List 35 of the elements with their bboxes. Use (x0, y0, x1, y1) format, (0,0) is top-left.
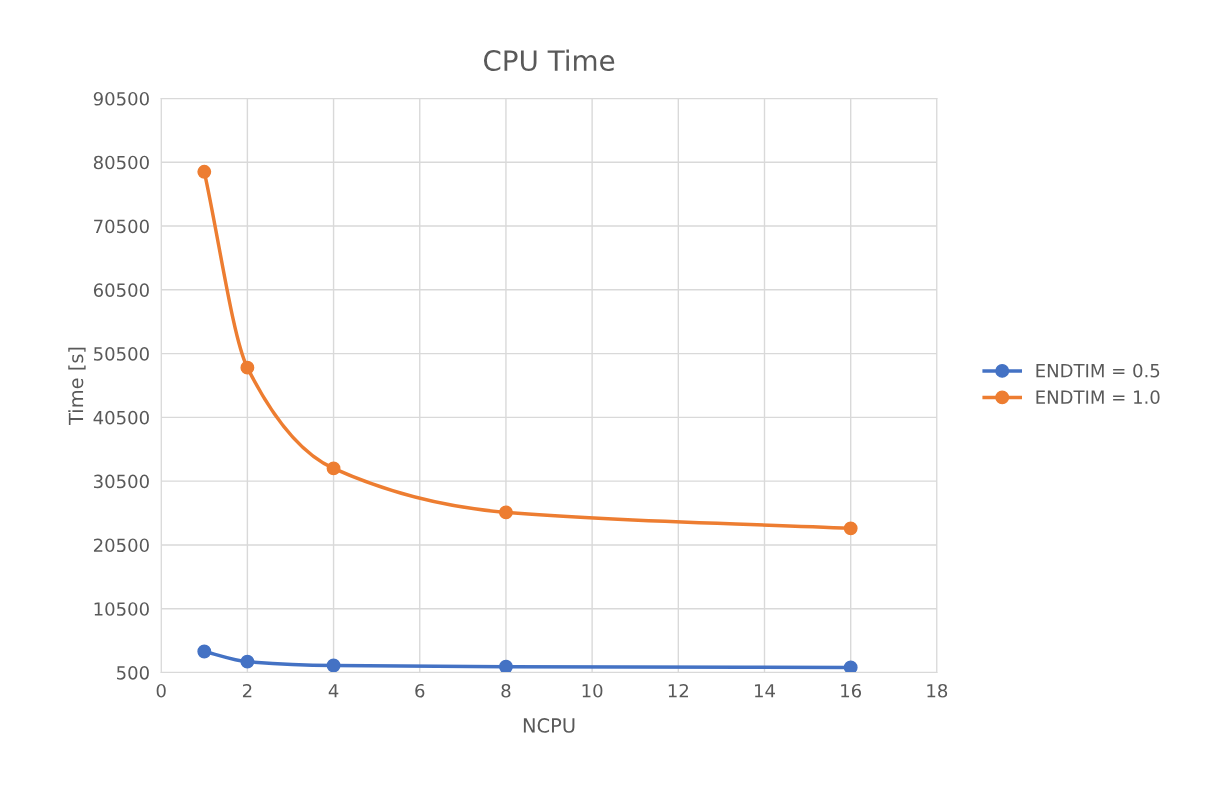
y-tick-label: 20500 (93, 538, 149, 553)
y-tick-label: 40500 (93, 410, 149, 425)
x-tick-label: 16 (841, 683, 862, 698)
point (843, 521, 858, 536)
point (326, 461, 341, 476)
point (498, 659, 513, 673)
x-tick-label: 14 (755, 684, 775, 698)
x-tick-label: 12 (668, 683, 688, 698)
y-tick-label: 50500 (94, 347, 149, 361)
y-tick-label: 10500 (94, 602, 149, 616)
y-tick-label: 60500 (93, 283, 149, 297)
y-tick-label: 30500 (94, 474, 149, 489)
x-tick-label: 10 (582, 683, 603, 698)
point (843, 660, 858, 673)
point (240, 654, 255, 669)
point (197, 164, 212, 179)
point (326, 658, 341, 673)
point (240, 360, 255, 375)
chart-title: CPU Time (483, 49, 615, 72)
legend-label: ENDTIM = 0.5 (1036, 363, 1160, 378)
x-tick-label: 18 (927, 683, 948, 698)
x-tick-label: 2 (242, 683, 252, 698)
x-tick-label: 6 (415, 683, 425, 698)
point (197, 644, 212, 659)
x-tick-label: 4 (328, 684, 339, 698)
y-tick-label: 500 (117, 665, 149, 680)
point (498, 505, 513, 520)
x-axis-title: NCPU (523, 718, 575, 733)
y-axis-title: Time [s] (68, 347, 86, 426)
x-tick-label: 0 (156, 683, 166, 698)
y-tick-label: 90500 (93, 91, 149, 106)
y-tick-label: 70500 (94, 219, 149, 234)
x-tick-label: 8 (501, 683, 511, 698)
y-tick-label: 80500 (93, 155, 149, 170)
legend-label: ENDTIM = 1.0 (1036, 390, 1160, 404)
